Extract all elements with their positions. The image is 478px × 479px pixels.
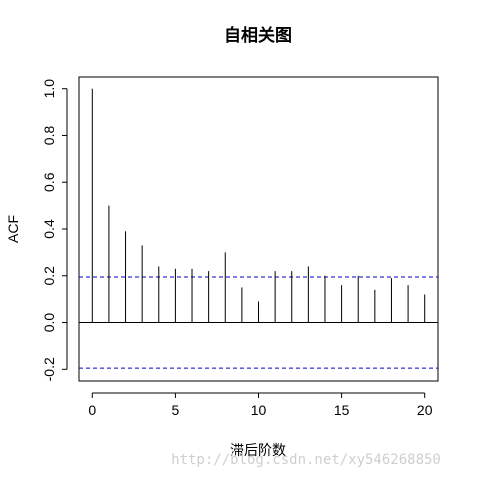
watermark: http://blog.csdn.net/xy546268850: [171, 452, 441, 468]
x-axis-label: 滞后阶数: [230, 442, 286, 458]
y-tick-label: 0.8: [41, 126, 57, 146]
confidence-bounds: [79, 276, 438, 369]
x-axis: 0 5 10 15 20: [88, 392, 433, 418]
x-tick-label: 15: [334, 402, 350, 418]
y-tick-label: -0.2: [41, 357, 57, 381]
x-tick-label: 10: [251, 402, 267, 418]
y-tick-label: 0.6: [41, 172, 57, 192]
acf-bars: [91, 88, 426, 323]
x-tick-label: 0: [88, 402, 96, 418]
chart-title: 自相关图: [224, 25, 292, 46]
plot-frame: [78, 76, 439, 382]
y-tick-label: 1.0: [41, 79, 57, 99]
x-tick-label: 5: [171, 402, 179, 418]
y-tick-label: 0.4: [41, 219, 57, 239]
y-axis: -0.2 0.0 0.2 0.4 0.6 0.8 1.0: [41, 79, 68, 381]
y-axis-label: ACF: [5, 215, 21, 243]
y-tick-label: 0.2: [41, 266, 57, 286]
x-tick-label: 20: [417, 402, 433, 418]
y-tick-label: 0.0: [41, 313, 57, 333]
